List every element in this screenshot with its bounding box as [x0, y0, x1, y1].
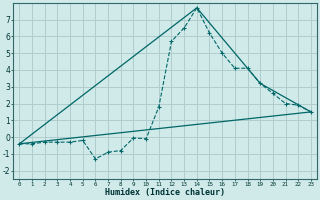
- X-axis label: Humidex (Indice chaleur): Humidex (Indice chaleur): [105, 188, 225, 197]
